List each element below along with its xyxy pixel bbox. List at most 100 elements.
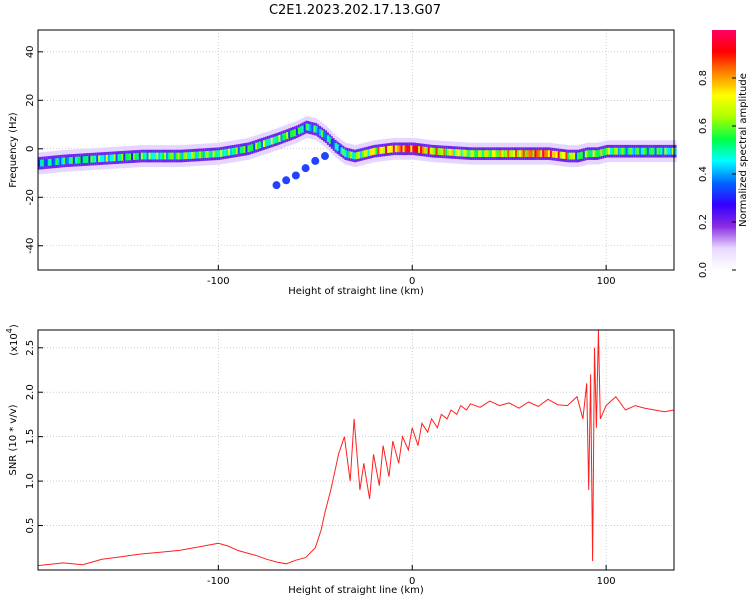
spectrogram-ridge-cell	[590, 150, 594, 158]
spectrogram-ridge-cell	[323, 131, 326, 139]
spectrogram-ridge-cell	[253, 143, 256, 151]
spectrogram-branch-point	[311, 156, 320, 165]
snr-ytick-label: 2.5	[25, 340, 36, 356]
spectrogram-ridge-cell	[443, 148, 446, 156]
spectrogram-ridge-cell	[418, 146, 421, 153]
colorbar-tick-label: 0.2	[698, 214, 709, 230]
spectrogram-ridge-cell	[584, 150, 588, 158]
spectrogram-ridge-cell	[82, 156, 86, 164]
spectrogram-ridge-cell	[354, 152, 357, 160]
spectrogram-ridge-cell	[80, 156, 84, 164]
spectrogram-ridge-cell	[344, 150, 347, 158]
spectrogram-ridge-cell	[419, 146, 423, 154]
spectrogram-ridge-cell	[330, 139, 334, 146]
spectrogram-ridge-cell	[165, 152, 169, 160]
spectrogram-ridge-cell	[173, 152, 177, 160]
spectrogram-ridge-cell	[193, 151, 196, 159]
spectrogram-ridge-cell	[185, 152, 188, 160]
spectrogram-ridge-cell	[412, 145, 415, 153]
spectrogram-ridge-cell	[451, 149, 454, 156]
spectrogram-ridge-cell	[111, 154, 115, 162]
spectrogram-ridge-cell	[660, 147, 663, 155]
spectrogram-ridge-cell	[406, 145, 409, 153]
spectrogram-ridge-cell	[454, 149, 458, 157]
spectrogram-ridge-cell	[247, 145, 250, 153]
spectrogram-ridge-cell	[642, 147, 646, 155]
spectrogram-ridge-cell	[84, 156, 88, 163]
spectrogram-ridge-cell	[503, 150, 506, 158]
spectrogram-ridge-cell	[400, 145, 404, 153]
spectrogram-ridge-cell	[162, 152, 165, 160]
spectrogram-ridge-cell	[608, 147, 611, 155]
spectrogram-ridge-cell	[144, 152, 148, 160]
spectrogram-ridge-cell	[652, 147, 656, 155]
spectrogram-ridge-cell	[169, 152, 173, 160]
spectrogram-ridge-cell	[319, 128, 322, 136]
spectrogram-ridge-cell	[522, 150, 526, 158]
spectrogram-ridge-cell	[646, 147, 650, 155]
spectrogram-ridge-cell	[600, 149, 603, 157]
colorbar-ticks: 0.0 0.2 0.4 0.6 0.8	[698, 70, 736, 278]
spectrogram-ridge-cell	[276, 135, 280, 143]
spectrogram-ridge-cell	[489, 150, 493, 158]
spectrogram-ridge-cell	[526, 150, 530, 158]
colorbar-tick-label: 0.4	[698, 166, 709, 182]
spectrogram-ridge-cell	[547, 150, 551, 158]
spectrogram-ridge-cell	[633, 147, 636, 155]
spectrogram-ridge-cell	[483, 150, 487, 158]
spectrogram-ridge-cell	[474, 150, 477, 158]
snr-multiplier-exp: 4	[5, 328, 14, 333]
spectrogram-ridge-cell	[301, 125, 305, 133]
spectrogram-ridge-cell	[88, 155, 91, 163]
spectrogram-ridge-cell	[404, 145, 408, 153]
spectrogram-ridge-cell	[76, 156, 80, 164]
spectrogram-ridge-cell	[129, 153, 132, 161]
spectrogram-ridge-cell	[398, 145, 402, 153]
spectrogram-ridge-cell	[482, 150, 485, 158]
spectrogram-ridge-cell	[270, 137, 274, 145]
spectrogram-ridge-cell	[396, 145, 400, 153]
spectrogram-ridge-cell	[561, 151, 565, 159]
spectrogram-ridge-cell	[348, 151, 351, 158]
spectrogram-ridge-cell	[551, 150, 555, 158]
spectrogram-ridge-cell	[390, 145, 394, 153]
spectrogram-ridge-cell	[441, 148, 444, 156]
spectrogram-ridge-cell	[464, 149, 468, 157]
colorbar: 0.0 0.2 0.4 0.6 0.8 Normalized spectral ampl…	[698, 30, 749, 278]
spectrogram-ridge-cell	[167, 152, 171, 160]
spectrogram-ridge-cell	[78, 156, 82, 164]
snr-panel: -100 0 100 0.5 1.0 1.5 2.0 2.5 Height of straig…	[5, 324, 675, 596]
spectrogram-ridge-cell	[183, 152, 186, 160]
spectrogram-ridge-cell	[565, 152, 568, 160]
spectrogram-ridge-cell	[466, 150, 470, 157]
spectrogram-ridge-cell	[604, 148, 607, 156]
spectrogram-ridge-cell	[235, 147, 239, 155]
spectrogram-panel: -100 0 100 40 20 0 -20 -40 Height of straight l…	[8, 29, 677, 297]
spectrogram-ridge-cell	[117, 154, 121, 161]
colorbar-tick-label: 0.8	[698, 70, 709, 86]
spectrogram-ridge-cell	[485, 150, 489, 158]
spectrogram-ridge-cell	[39, 159, 43, 167]
spectrogram-ridge-cell	[542, 150, 545, 158]
spectrogram-ridge-cell	[639, 147, 642, 155]
spectrogram-ridge-cell	[610, 147, 613, 155]
spectrogram-ridge-cell	[557, 151, 561, 159]
spectrogram-ridge-cell	[629, 147, 632, 155]
spectrogram-ridge-cell	[152, 152, 155, 160]
spectrogram-ridge-cell	[299, 126, 303, 134]
spectrogram-ridge-cell	[131, 153, 134, 161]
spectrogram-ridge-cell	[175, 152, 179, 160]
spectrogram-ridge-cell	[55, 158, 58, 166]
spectrogram-ridge-cell	[536, 150, 539, 158]
spectrogram-ridge-cell	[197, 151, 200, 159]
spectrogram-ridge-cell	[495, 150, 499, 158]
spectrogram-ridge-cell	[292, 129, 295, 137]
spectrogram-ridge-cell	[555, 151, 559, 158]
spectrogram-ridge-cell	[288, 131, 291, 139]
snr-ylabel: SNR (10 * v/v)	[8, 404, 19, 475]
spectrogram-ridge-cell	[222, 149, 225, 157]
spectrogram-ridge-cell	[164, 152, 167, 160]
spectrogram-ridge-cell	[462, 149, 466, 157]
colorbar-gradient	[712, 30, 736, 270]
spectrogram-ridge-cell	[530, 150, 534, 158]
